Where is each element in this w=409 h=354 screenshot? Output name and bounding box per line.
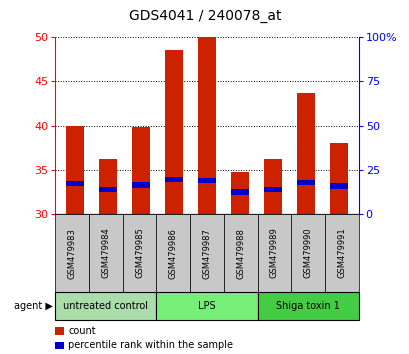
Text: GSM479989: GSM479989: [269, 228, 278, 279]
Text: Shiga toxin 1: Shiga toxin 1: [276, 301, 339, 311]
Bar: [99, 159, 117, 214]
Bar: [329, 143, 347, 214]
Text: GSM479984: GSM479984: [101, 228, 110, 279]
Text: GDS4041 / 240078_at: GDS4041 / 240078_at: [128, 9, 281, 23]
Bar: [230, 189, 249, 195]
Text: untreated control: untreated control: [63, 301, 148, 311]
Bar: [198, 178, 216, 183]
Bar: [164, 50, 183, 214]
Bar: [263, 187, 281, 192]
Bar: [296, 179, 314, 185]
Bar: [230, 172, 249, 214]
Text: GSM479985: GSM479985: [135, 228, 144, 279]
Text: agent ▶: agent ▶: [14, 301, 53, 311]
Text: GSM479987: GSM479987: [202, 228, 211, 279]
Text: count: count: [68, 326, 96, 336]
Text: GSM479991: GSM479991: [337, 228, 346, 279]
Bar: [66, 181, 84, 186]
Bar: [132, 127, 150, 214]
Bar: [66, 126, 84, 214]
Text: GSM479986: GSM479986: [169, 228, 178, 279]
Text: LPS: LPS: [198, 301, 215, 311]
Bar: [164, 177, 183, 182]
Text: percentile rank within the sample: percentile rank within the sample: [68, 340, 233, 350]
Bar: [296, 93, 314, 214]
Bar: [329, 183, 347, 188]
Text: GSM479988: GSM479988: [236, 228, 245, 279]
Text: GSM479983: GSM479983: [67, 228, 76, 279]
Bar: [263, 159, 281, 214]
Bar: [198, 37, 216, 214]
Bar: [132, 182, 150, 188]
Text: GSM479990: GSM479990: [303, 228, 312, 279]
Bar: [99, 187, 117, 192]
